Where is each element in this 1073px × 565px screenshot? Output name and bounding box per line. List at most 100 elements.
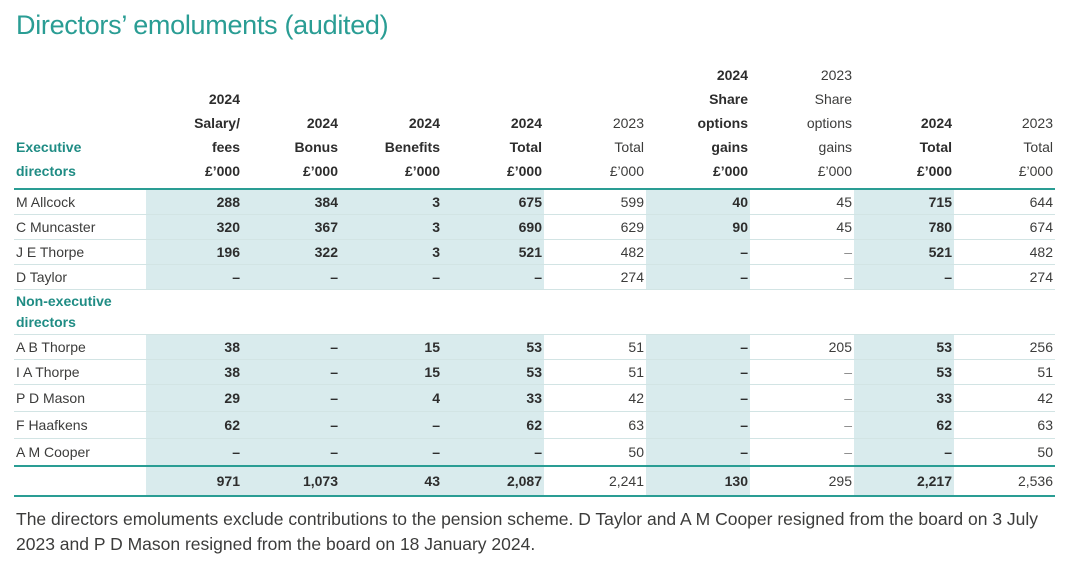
section-spacer-cell: [340, 289, 442, 335]
column-header-line: £’000: [712, 163, 748, 179]
table-cell: 674: [954, 214, 1055, 240]
table-cell: 62: [146, 411, 242, 439]
column-header-line: 2023: [612, 115, 644, 131]
section-spacer-cell: [954, 289, 1055, 335]
table-cell: 43: [340, 465, 442, 497]
column-header-line: £’000: [506, 163, 542, 179]
column-header: 2024 Share options gains £’000: [646, 63, 750, 189]
table-cell: –: [340, 411, 442, 439]
table-cell: 482: [544, 239, 646, 265]
column-header: 2024 Bonus £’000: [242, 63, 340, 189]
table-cell: 62: [442, 411, 544, 439]
director-name: A M Cooper: [14, 438, 146, 467]
column-header-line: Total: [919, 139, 952, 155]
table-cell: 42: [954, 384, 1055, 412]
table-cell: 715: [854, 189, 954, 215]
table-cell: 690: [442, 214, 544, 240]
table-cell: 2,536: [954, 465, 1055, 497]
table-cell: –: [442, 438, 544, 467]
table-cell: 53: [854, 359, 954, 385]
column-header-line: 2023: [820, 67, 852, 83]
table-cell: –: [854, 264, 954, 290]
director-name: J E Thorpe: [14, 239, 146, 265]
table-cell: –: [750, 384, 854, 412]
table-cell: 63: [954, 411, 1055, 439]
table-cell: –: [646, 264, 750, 290]
table-row: M Allcock 288 384 3 675 599 40 45 715 644: [14, 189, 1055, 215]
table-cell: 2,241: [544, 465, 646, 497]
table-row: P D Mason 29–4 33 42– –33 42: [14, 384, 1055, 412]
table-cell: 288: [146, 189, 242, 215]
table-cell: –: [750, 264, 854, 290]
column-header-line: Total: [1023, 139, 1053, 155]
table-header: Executive directors 2024 Salary/fees £’000…: [14, 63, 1055, 189]
table-cell: 42: [544, 384, 646, 412]
section-label-line: directors: [16, 314, 76, 330]
header-row: Executive directors 2024 Salary/fees £’000…: [14, 63, 1055, 189]
column-header-line: Benefits: [384, 139, 440, 155]
section-spacer-cell: [646, 289, 750, 335]
table-cell: –: [340, 438, 442, 467]
table-cell: 51: [544, 334, 646, 360]
director-name: A B Thorpe: [14, 334, 146, 360]
table-cell: 1,073: [242, 465, 340, 497]
column-header-line: 2024: [716, 67, 748, 83]
section-spacer-cell: [146, 289, 242, 335]
table-cell: –: [646, 359, 750, 385]
column-header-line: Salary/: [194, 115, 240, 131]
column-header: 2023 Share options gains £’000: [750, 63, 854, 189]
column-header-line: Total: [614, 139, 644, 155]
column-header-line: £’000: [916, 163, 952, 179]
director-name: [14, 465, 146, 497]
column-header-line: gains: [711, 139, 748, 155]
table-cell: –: [242, 264, 340, 290]
table-cell: 51: [544, 359, 646, 385]
section-spacer-cell: [854, 289, 954, 335]
column-header: 2024 Benefits £’000: [340, 63, 442, 189]
table-cell: 675: [442, 189, 544, 215]
table-cell: 53: [442, 334, 544, 360]
page-title: Directors’ emoluments (audited): [16, 10, 389, 40]
table-cell: 53: [442, 359, 544, 385]
table-cell: 4: [340, 384, 442, 412]
section-spacer-cell: [442, 289, 544, 335]
column-header-line: Bonus: [294, 139, 338, 155]
table-row: A B Thorpe 38–15 53 51–205 53 256: [14, 334, 1055, 360]
table-row: A M Cooper – – – –50– – –50: [14, 438, 1055, 467]
table-cell: 50: [544, 438, 646, 467]
table-cell: 644: [954, 189, 1055, 215]
column-header-line: £’000: [609, 163, 644, 179]
column-header-line: £’000: [404, 163, 440, 179]
table-cell: 2,217: [854, 465, 954, 497]
section-spacer-cell: [242, 289, 340, 335]
table-row: F Haafkens 62– –62 63– –62 63: [14, 411, 1055, 439]
table-cell: 295: [750, 465, 854, 497]
table-row: J E Thorpe 196 322 3 521 482– –521 482: [14, 239, 1055, 265]
table-cell: 780: [854, 214, 954, 240]
table-cell: 196: [146, 239, 242, 265]
table-row: D Taylor – – – –274– – –274: [14, 264, 1055, 290]
director-name: M Allcock: [14, 189, 146, 215]
header-label-line: Executive: [16, 139, 82, 155]
director-name: I A Thorpe: [14, 359, 146, 385]
table-cell: 38: [146, 359, 242, 385]
table-cell: 482: [954, 239, 1055, 265]
table-cell: –: [750, 438, 854, 467]
table-cell: 599: [544, 189, 646, 215]
column-header-line: 2024: [208, 91, 240, 107]
table-cell: –: [750, 411, 854, 439]
table-cell: 90: [646, 214, 750, 240]
column-header: 2023 Total £’000: [954, 63, 1055, 189]
column-header-line: Total: [509, 139, 542, 155]
table-cell: 2,087: [442, 465, 544, 497]
table-cell: 3: [340, 189, 442, 215]
table-cell: –: [242, 359, 340, 385]
table-cell: –: [750, 359, 854, 385]
table-row: C Muncaster 320 367 3 690 629 90 45 780 674: [14, 214, 1055, 240]
table-cell: 51: [954, 359, 1055, 385]
emoluments-table: Executive directors 2024 Salary/fees £’000…: [14, 63, 1055, 497]
column-header-line: gains: [818, 139, 852, 155]
column-header-line: 2024: [306, 115, 338, 131]
table-cell: 29: [146, 384, 242, 412]
table-cell: 274: [544, 264, 646, 290]
